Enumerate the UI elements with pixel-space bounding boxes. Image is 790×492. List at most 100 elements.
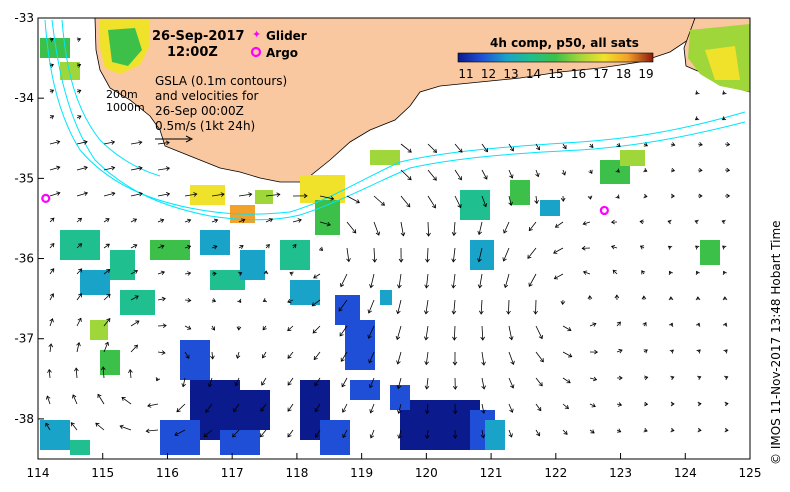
velocity-vector-head [132,218,138,223]
velocity-vector-head [50,268,55,273]
velocity-vector-head [341,383,346,388]
velocity-vector [49,318,53,327]
velocity-vector [370,273,375,288]
velocity-vector-head [45,395,51,400]
colorbar-tick-label: 15 [548,67,563,81]
velocity-vector [425,351,429,365]
velocity-vector-head [119,424,124,430]
velocity-vector-head [313,355,318,361]
velocity-vector [453,325,456,341]
velocity-vector-head [48,343,54,348]
velocity-vector-head [77,89,82,94]
velocity-vector [454,195,462,208]
velocity-vector [184,351,190,359]
velocity-vector-head [643,193,648,199]
velocity-vector [346,247,350,262]
velocity-vector [49,217,55,223]
velocity-vector-head [424,410,430,415]
velocity-vector-head [670,375,675,381]
velocity-vector [508,429,513,438]
velocity-vector-head [106,318,111,323]
velocity-vector-head [534,200,539,205]
velocity-vector-head [695,322,701,327]
velocity-vector-head [722,270,727,275]
velocity-vector-head [618,348,623,354]
velocity-vector-head [76,342,81,347]
velocity-vector-head [722,296,728,301]
velocity-vector [130,344,138,353]
velocity-vector-head [162,323,167,329]
velocity-vector-head [722,245,727,250]
velocity-vector-head [369,434,375,439]
velocity-vector-head [133,269,139,274]
velocity-vector-head [56,165,61,171]
velocity-vector-head [407,176,412,181]
velocity-vector [157,271,165,275]
velocity-vector [49,293,54,301]
argo-marker [41,193,51,204]
velocity-vector [478,247,483,262]
velocity-vector [314,377,321,386]
velocity-vector-head [481,409,486,414]
velocity-vector [528,221,537,231]
velocity-vector [146,429,159,432]
velocity-vector [130,295,139,301]
velocity-vector [103,342,109,353]
velocity-vector [76,192,88,197]
velocity-vector-head [721,219,726,225]
velocity-vector [121,397,132,405]
velocity-vector-head [668,322,674,327]
velocity-vector [76,243,82,249]
velocity-vector [157,219,164,223]
velocity-vectors [45,37,731,440]
velocity-vector-head [160,270,166,276]
velocity-vector-head [133,344,138,349]
velocity-vector [157,298,166,301]
velocity-vector-head [83,165,88,171]
velocity-vector [76,268,83,275]
velocity-vector-head [400,232,406,237]
velocity-vector [184,325,191,330]
velocity-vector-head [566,379,571,384]
velocity-vector [562,325,572,331]
velocity-vector-head [397,284,402,289]
velocity-vector-head [338,307,343,312]
velocity-vector [481,195,487,207]
velocity-vector [427,143,437,153]
velocity-vector-head [287,298,292,304]
velocity-vector-head [289,271,294,276]
colorbar [457,52,654,63]
velocity-vector [397,351,402,364]
velocity-vector-head [287,407,292,412]
velocity-vector-head [509,147,514,152]
velocity-vector-head [582,270,588,275]
velocity-vector-head [668,296,674,301]
velocity-vector-head [481,361,486,366]
velocity-vector-head [210,355,215,360]
velocity-vector-head [261,381,266,386]
velocity-vector [203,429,213,438]
velocity-vector [102,366,105,379]
velocity-vector [528,273,537,287]
velocity-vector-head [582,221,587,226]
scale-arrow-head [185,135,194,143]
velocity-vector [184,299,191,301]
velocity-vector [508,403,513,413]
velocity-vector [508,351,514,365]
velocity-vector [184,219,191,223]
velocity-vector [238,245,244,249]
velocity-vector [287,377,294,386]
velocity-vector-head [451,284,456,289]
y-tick-label: -38 [14,412,34,426]
velocity-vector-head [617,402,623,407]
colorbar-tick-label: 14 [526,67,541,81]
x-tick-label: 123 [609,466,632,480]
velocity-vector-head [50,217,55,222]
velocity-vector-head [641,295,647,300]
velocity-vector [157,351,166,354]
velocity-vector-head [695,245,700,250]
colorbar-title: 4h comp, p50, all sats [490,36,639,50]
velocity-vector [479,273,483,288]
colorbar-tick-label: 12 [481,67,496,81]
velocity-vector-head [451,258,456,263]
